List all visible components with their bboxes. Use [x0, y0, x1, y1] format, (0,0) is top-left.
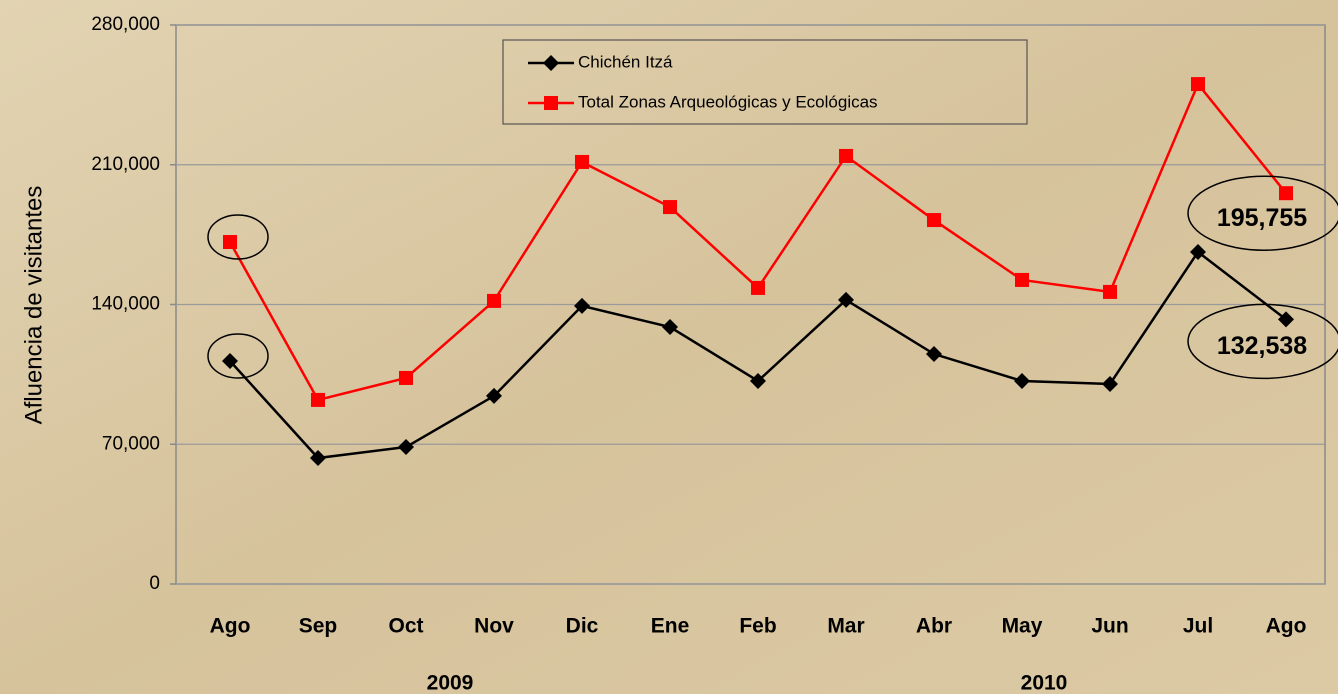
x-tick-label: Feb	[739, 615, 776, 638]
x-tick-label: Dic	[566, 615, 599, 638]
marker	[574, 297, 590, 314]
marker	[398, 439, 414, 456]
marker	[487, 293, 501, 308]
legend	[502, 39, 1028, 125]
x-tick-label: Ago	[210, 615, 251, 638]
marker	[1015, 272, 1029, 287]
marker	[310, 450, 326, 467]
year-label: 2009	[427, 672, 474, 694]
highlight-circle	[207, 214, 269, 260]
marker	[663, 200, 677, 215]
x-tick-label: Jul	[1183, 615, 1213, 638]
y-axis-label: Afluencia de visitantes	[20, 186, 47, 425]
label-circle	[1187, 303, 1338, 380]
x-tick-label: Sep	[299, 615, 338, 638]
x-tick-label: Ene	[651, 615, 690, 638]
marker	[399, 370, 413, 385]
marker	[575, 154, 589, 169]
x-tick-label: Nov	[474, 615, 514, 638]
marker	[662, 319, 678, 336]
marker	[486, 387, 502, 404]
x-tick-label: Abr	[916, 615, 952, 638]
x-tick-label: Oct	[388, 615, 423, 638]
x-tick-label: Mar	[827, 615, 864, 638]
legend-marker	[543, 55, 559, 71]
marker	[1102, 375, 1118, 392]
x-tick-label: Ago	[1266, 615, 1307, 638]
marker	[839, 148, 853, 163]
marker	[926, 346, 942, 363]
year-label: 2010	[1021, 672, 1068, 694]
marker	[1190, 243, 1206, 260]
marker	[1278, 311, 1294, 328]
y-tick-label: 70,000	[102, 433, 160, 454]
label-circle	[1187, 175, 1338, 251]
x-tick-label: Jun	[1091, 615, 1128, 638]
legend-marker	[544, 96, 558, 110]
legend-label: Chichén Itzá	[578, 52, 673, 71]
marker	[750, 372, 766, 389]
highlight-circle	[207, 333, 269, 379]
marker	[1191, 77, 1205, 92]
marker	[927, 213, 941, 228]
marker	[838, 291, 854, 308]
marker	[311, 392, 325, 407]
legend-label: Total Zonas Arqueológicas y Ecológicas	[578, 92, 878, 111]
y-tick-label: 0	[149, 573, 160, 594]
marker	[1103, 284, 1117, 299]
marker	[222, 352, 238, 369]
x-tick-label: May	[1002, 615, 1043, 638]
y-tick-label: 140,000	[91, 294, 160, 315]
marker	[751, 280, 765, 295]
marker	[1014, 372, 1030, 389]
data-label: 195,755	[1217, 204, 1307, 232]
marker	[223, 235, 237, 250]
marker	[1279, 186, 1293, 201]
y-tick-label: 210,000	[91, 154, 160, 175]
data-label: 132,538	[1217, 332, 1307, 360]
y-tick-label: 280,000	[91, 14, 160, 35]
